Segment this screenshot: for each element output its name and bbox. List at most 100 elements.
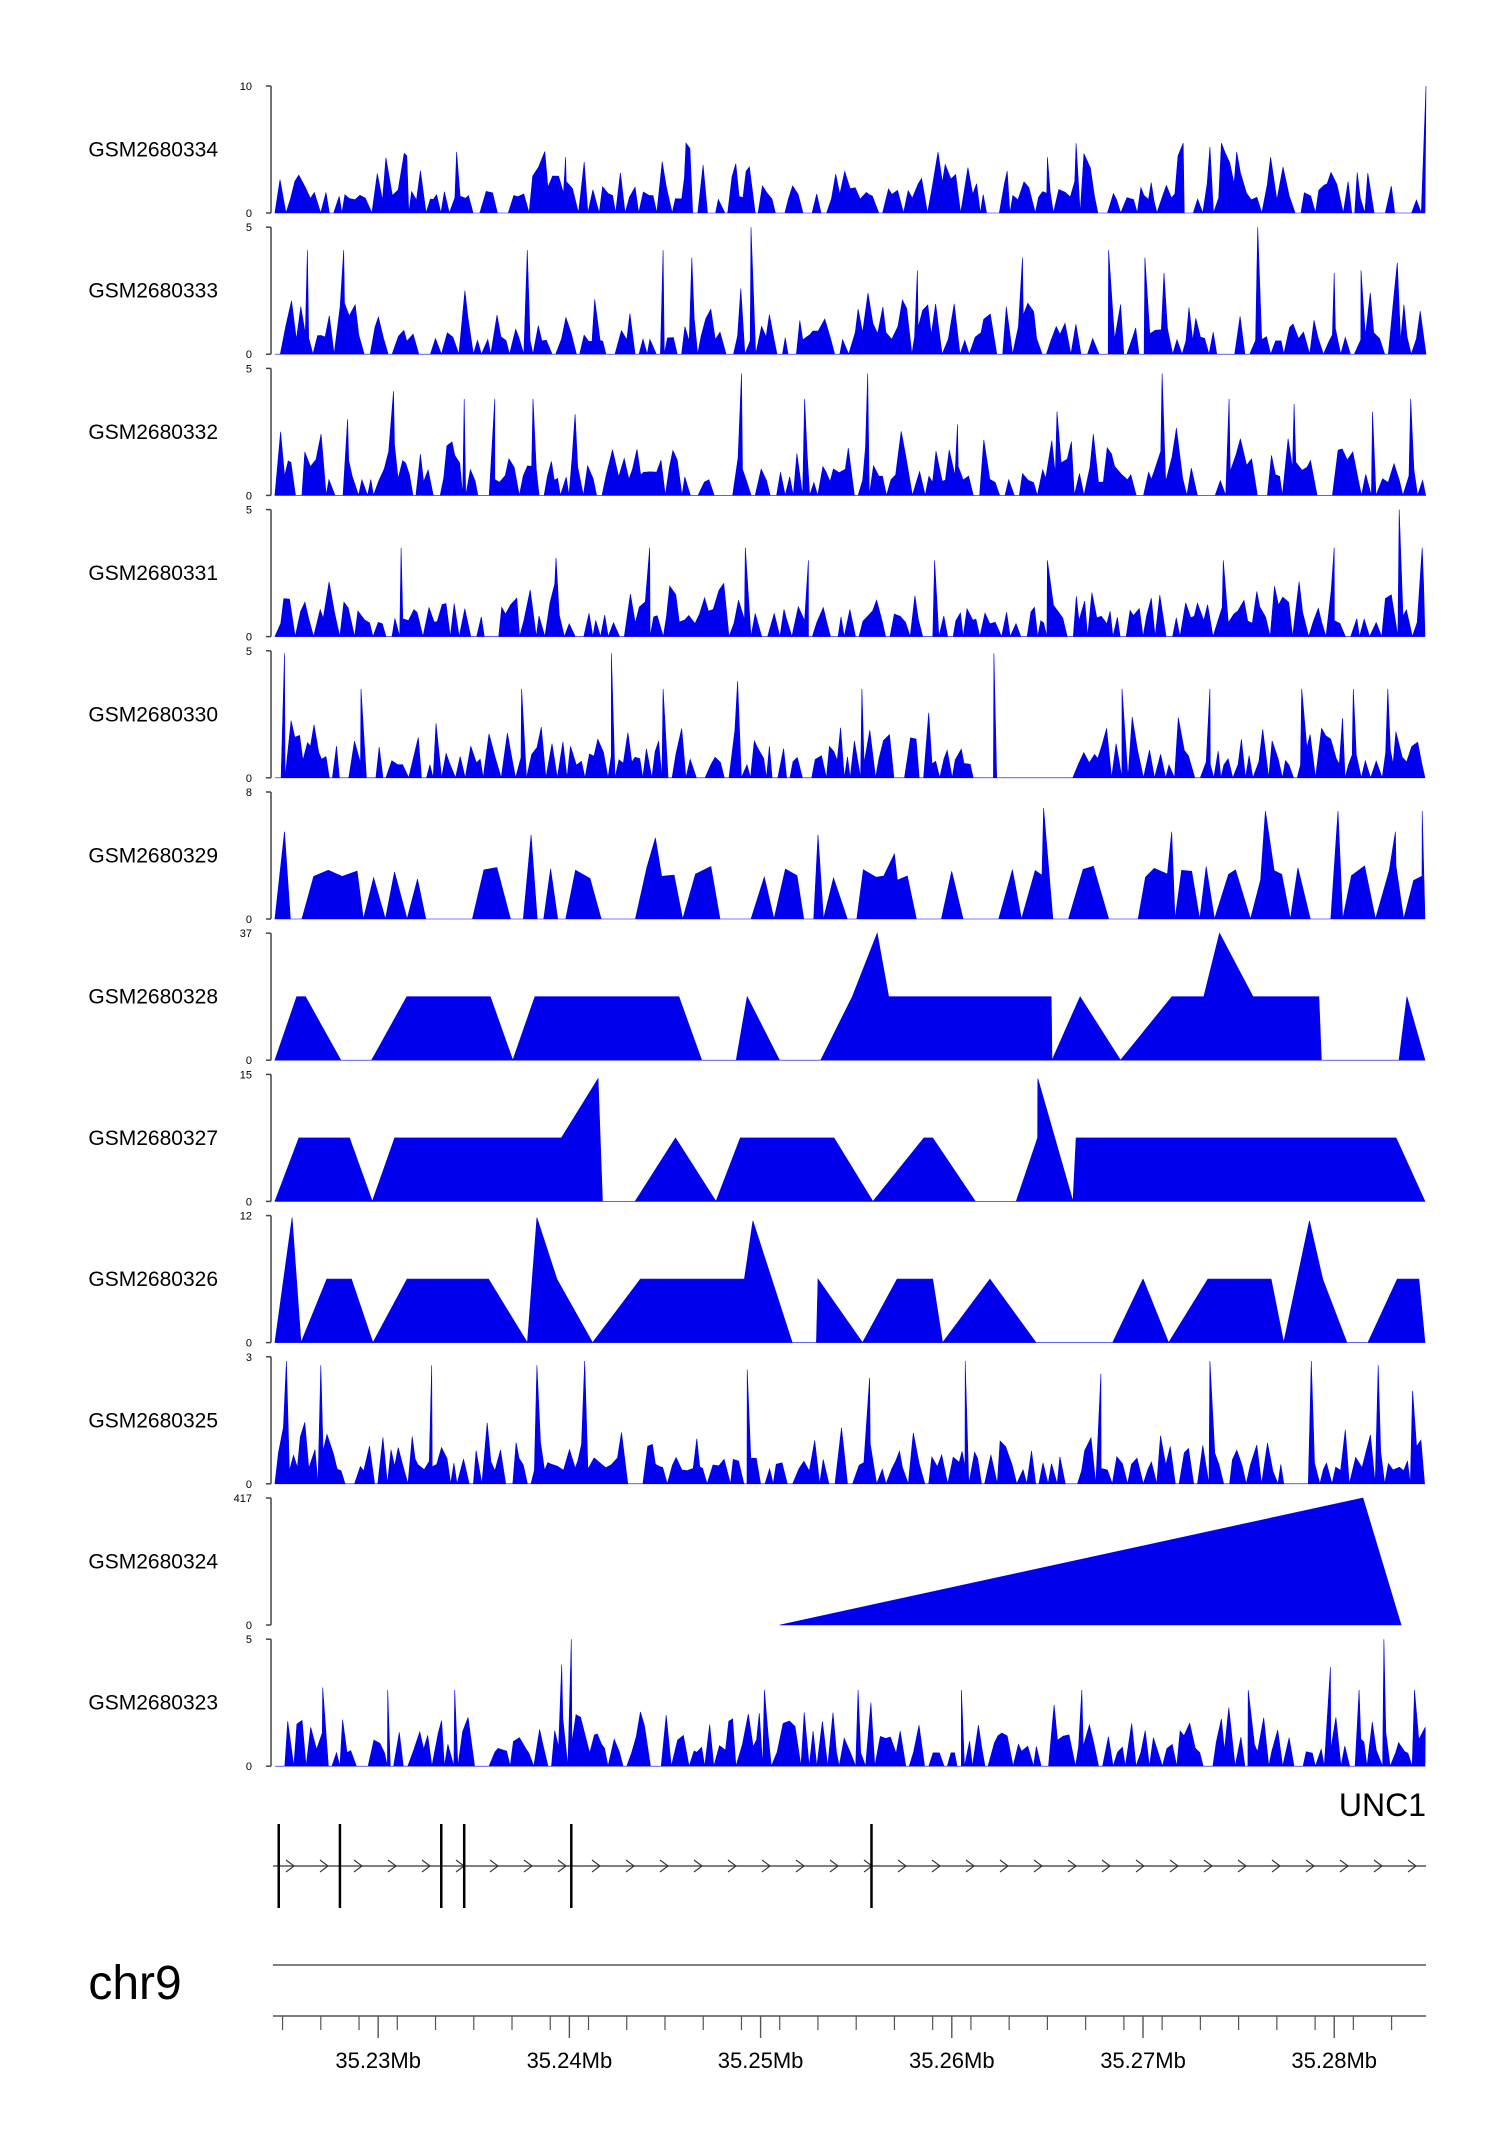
x-tick-label: 35.25Mb: [718, 2048, 804, 2073]
track-GSM2680329: GSM2680329 8 0: [88, 787, 1426, 926]
track-label: GSM2680323: [88, 1692, 218, 1715]
strand-arrow: [1373, 1859, 1383, 1873]
strand-arrow: [659, 1859, 669, 1873]
track-GSM2680328: GSM2680328 37 0: [88, 928, 1426, 1067]
genome-axis-track: chr9 35.23Mb 35.24Mb 35.25Mb 35.26Mb 35.27Mb…: [88, 1957, 1426, 2073]
y-tick-label-max: 8: [246, 787, 252, 799]
chromosome-label: chr9: [88, 1957, 181, 2010]
track-label: GSM2680329: [88, 845, 218, 868]
y-tick-label-min: 0: [246, 1761, 252, 1773]
gene-label: UNC1: [1339, 1787, 1426, 1823]
y-tick-label-max: 5: [246, 1634, 252, 1646]
strand-arrow: [353, 1859, 363, 1873]
strand-arrow: [557, 1859, 567, 1873]
coverage-area: [274, 509, 1426, 638]
strand-arrow: [1305, 1859, 1315, 1873]
y-tick-label-max: 37: [240, 928, 252, 940]
track-label: GSM2680333: [88, 280, 218, 303]
strand-arrow: [285, 1859, 295, 1873]
y-tick-label-min: 0: [246, 632, 252, 644]
coverage-area: [274, 85, 1427, 215]
y-tick-label-min: 0: [246, 1620, 252, 1632]
track-label: GSM2680331: [88, 562, 218, 585]
track-label: GSM2680328: [88, 986, 218, 1009]
track-GSM2680334: GSM2680334 10 0: [88, 81, 1427, 220]
x-tick-label: 35.23Mb: [335, 2048, 421, 2073]
x-tick-label: 35.27Mb: [1100, 2048, 1186, 2073]
y-tick-label-min: 0: [246, 349, 252, 361]
track-label: GSM2680334: [88, 139, 218, 162]
track-label: GSM2680330: [88, 703, 218, 726]
strand-arrow: [1237, 1859, 1247, 1873]
track-GSM2680327: GSM2680327 15 0: [88, 1069, 1426, 1208]
strand-arrow: [931, 1859, 941, 1873]
y-tick-label-min: 0: [246, 914, 252, 926]
track-GSM2680326: GSM2680326 12 0: [88, 1211, 1426, 1350]
y-tick-label-max: 10: [240, 81, 252, 93]
strand-arrow: [727, 1859, 737, 1873]
strand-arrow: [319, 1859, 329, 1873]
strand-arrow: [625, 1859, 635, 1873]
strand-arrow: [795, 1859, 805, 1873]
track-GSM2680325: GSM2680325 3 0: [88, 1352, 1425, 1491]
strand-arrow: [1271, 1859, 1281, 1873]
y-tick-label-max: 417: [234, 1493, 252, 1505]
coverage-area: [274, 807, 1426, 921]
strand-arrow: [761, 1859, 771, 1873]
strand-arrow: [387, 1859, 397, 1873]
strand-arrow: [1203, 1859, 1213, 1873]
y-tick-label-max: 5: [246, 363, 252, 375]
y-tick-label-min: 0: [246, 773, 252, 785]
y-tick-label-max: 5: [246, 646, 252, 658]
coverage-area: [274, 1639, 1426, 1768]
strand-arrow: [897, 1859, 907, 1873]
strand-arrow: [523, 1859, 533, 1873]
y-tick-label-max: 15: [240, 1069, 252, 1081]
strand-arrow: [693, 1859, 703, 1873]
track-label: GSM2680327: [88, 1127, 218, 1150]
coverage-area: [274, 227, 1427, 356]
coverage-area: [274, 653, 1426, 779]
track-label: GSM2680324: [88, 1551, 218, 1574]
y-tick-label-min: 0: [246, 1055, 252, 1067]
strand-arrow: [489, 1859, 499, 1873]
track-GSM2680330: GSM2680330 5 0: [88, 646, 1426, 785]
y-tick-label-min: 0: [246, 208, 252, 220]
strand-arrow: [965, 1859, 975, 1873]
track-GSM2680323: GSM2680323 5 0: [88, 1634, 1426, 1773]
strand-arrow: [1033, 1859, 1043, 1873]
track-GSM2680332: GSM2680332 5 0: [88, 363, 1427, 502]
y-tick-label-min: 0: [246, 1196, 252, 1208]
strand-arrow: [1407, 1859, 1417, 1873]
coverage-area: [274, 1360, 1425, 1485]
gene-track: UNC1: [273, 1787, 1426, 1908]
strand-arrow: [1101, 1859, 1111, 1873]
strand-arrow: [591, 1859, 601, 1873]
track-GSM2680324: GSM2680324 417 0: [88, 1493, 1402, 1632]
data-tracks: GSM2680334100GSM268033350GSM268033250GSM…: [88, 81, 1427, 1773]
coverage-area: [779, 1497, 1402, 1626]
coverage-area: [274, 932, 1426, 1062]
track-GSM2680331: GSM2680331 5 0: [88, 505, 1426, 644]
track-label: GSM2680326: [88, 1268, 218, 1291]
y-tick-label-max: 12: [240, 1211, 252, 1223]
x-tick-label: 35.24Mb: [527, 2048, 613, 2073]
y-tick-label-max: 5: [246, 505, 252, 517]
x-tick-label: 35.28Mb: [1291, 2048, 1377, 2073]
strand-arrow: [1067, 1859, 1077, 1873]
strand-arrow: [999, 1859, 1009, 1873]
y-tick-label-min: 0: [246, 1479, 252, 1491]
x-tick-label: 35.26Mb: [909, 2048, 995, 2073]
y-tick-label-max: 3: [246, 1352, 252, 1364]
strand-arrow: [1339, 1859, 1349, 1873]
strand-arrow: [1135, 1859, 1145, 1873]
track-GSM2680333: GSM2680333 5 0: [88, 222, 1427, 361]
y-tick-label-min: 0: [246, 490, 252, 502]
track-label: GSM2680325: [88, 1409, 218, 1432]
strand-arrow: [829, 1859, 839, 1873]
coverage-area: [274, 373, 1427, 497]
strand-arrow: [421, 1859, 431, 1873]
y-tick-label-max: 5: [246, 222, 252, 234]
coverage-area: [274, 1217, 1426, 1344]
